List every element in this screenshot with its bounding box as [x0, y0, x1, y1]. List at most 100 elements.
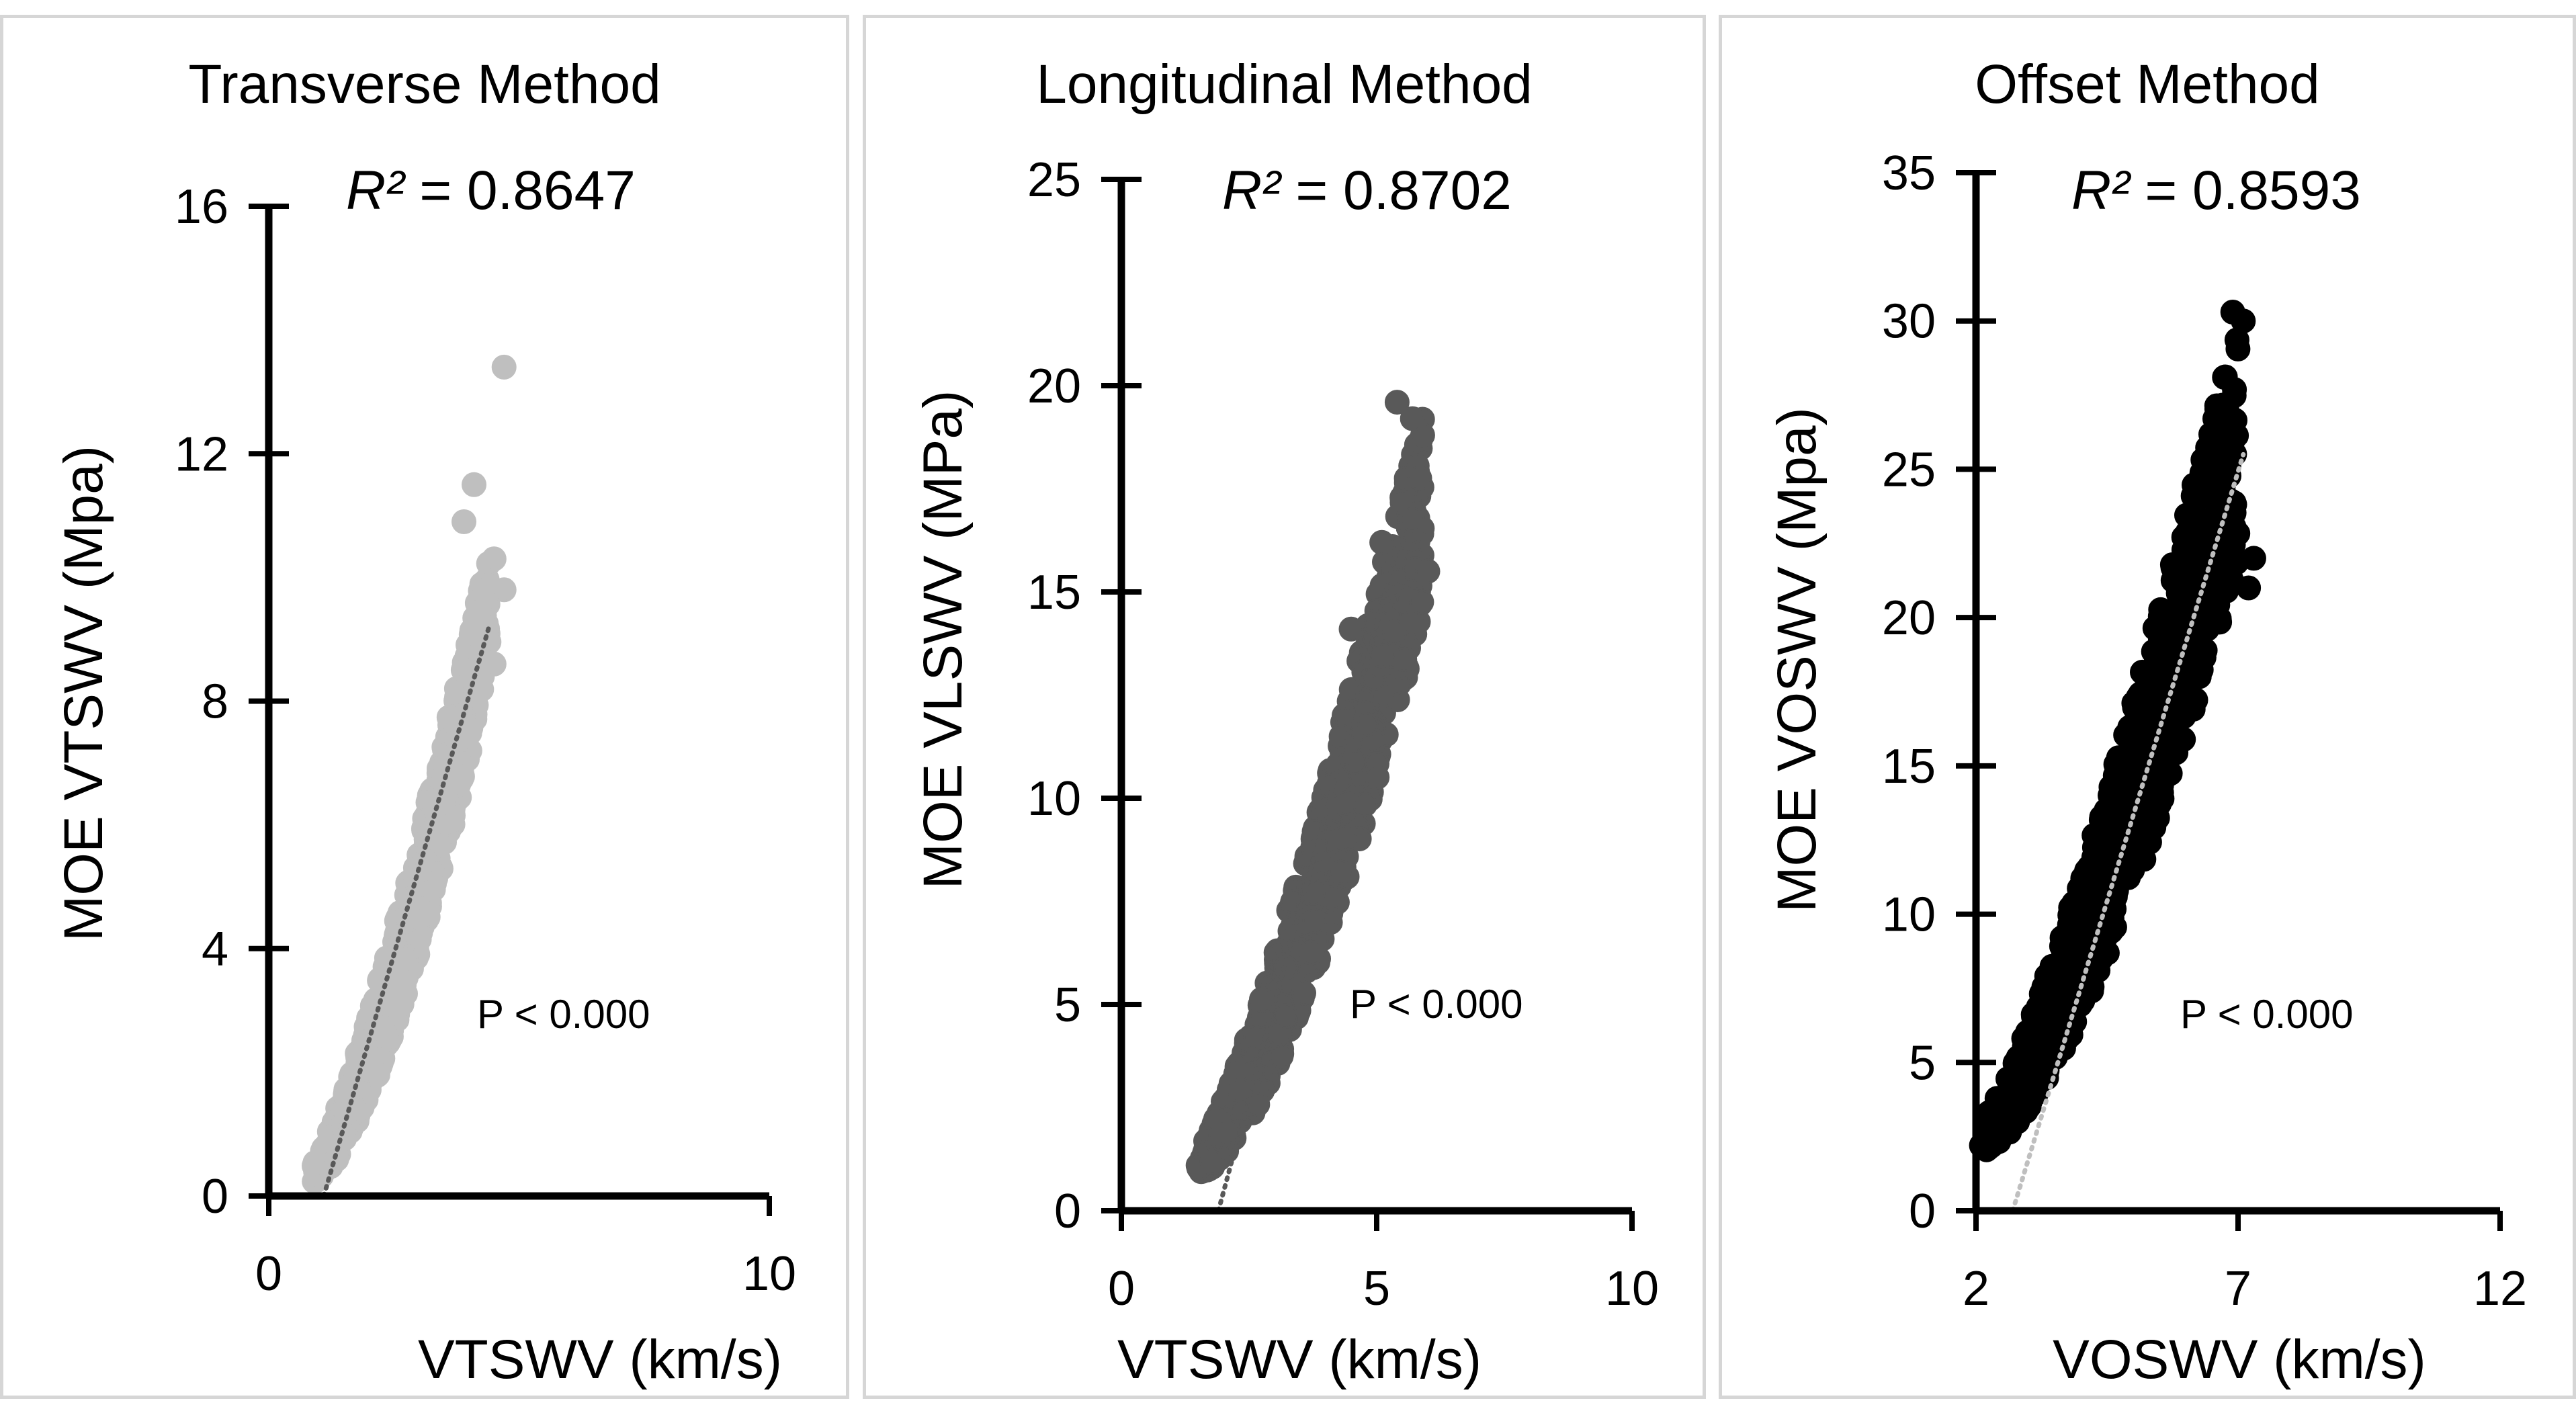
data-point [2219, 433, 2245, 458]
data-point [466, 597, 492, 623]
data-point-outlier [491, 577, 517, 603]
x-tick-label: 12 [2473, 1262, 2527, 1316]
x-tick-label: 7 [2225, 1262, 2251, 1316]
data-point [1328, 859, 1354, 885]
data-point [2174, 503, 2199, 528]
r-squared-value: = 0.8702 [1295, 160, 1512, 221]
data-point [302, 1153, 327, 1179]
data-point [2171, 552, 2196, 577]
data-point [2168, 631, 2194, 656]
y-tick-label: 20 [1027, 359, 1081, 413]
chart-panel-offset: 0 5 10 15 20 25 30 35 2 7 12 Offset Method R² = 0.… [1719, 15, 2576, 1399]
data-point [2183, 687, 2208, 713]
data-point [1199, 1150, 1225, 1175]
data-point [2200, 602, 2225, 628]
data-point [1299, 940, 1324, 966]
x-axis-label: VTSWV (km/s) [417, 1329, 783, 1390]
data-point [2211, 551, 2237, 576]
data-point [436, 705, 462, 730]
y-tick-label: 10 [1027, 772, 1081, 826]
trendline [2010, 452, 2246, 1213]
data-point [2195, 435, 2221, 460]
data-point [2171, 726, 2196, 752]
trendline [321, 624, 492, 1199]
data-point [1332, 825, 1357, 851]
r-squared-annotation: R² = 0.8702 [1222, 159, 1512, 222]
data-point [1291, 980, 1316, 1006]
data-point-outlier [481, 651, 507, 677]
y-tick-label: 4 [202, 923, 228, 976]
p-value-annotation: P < 0.000 [2180, 992, 2354, 1037]
data-point [2093, 924, 2118, 949]
data-point-outlier [481, 546, 507, 572]
y-tick-label: 0 [1054, 1185, 1081, 1238]
y-tick-label: 25 [1027, 153, 1081, 207]
data-point [1400, 507, 1425, 532]
data-point [2122, 734, 2148, 759]
y-tick-label: 25 [1882, 443, 1936, 497]
y-tick-label: 20 [1882, 591, 1936, 645]
r-squared-value: = 0.8593 [2145, 160, 2361, 221]
data-point [1365, 765, 1390, 790]
r-squared-annotation: R² = 0.8647 [346, 159, 636, 222]
y-tick-label: 15 [1882, 740, 1936, 794]
data-point [2079, 900, 2104, 925]
data-point [333, 1077, 359, 1103]
data-point-outlier [2236, 575, 2262, 601]
y-tick-label: 0 [1909, 1185, 1936, 1238]
r-squared-label: R² [346, 160, 404, 221]
x-tick-label: 10 [1605, 1262, 1659, 1316]
y-tick-label: 0 [202, 1170, 228, 1224]
data-point [1300, 880, 1326, 906]
data-point [1407, 466, 1432, 491]
plot-layer: 0 5 10 15 20 25 30 35 2 7 12 [1882, 146, 2527, 1316]
p-value-annotation: P < 0.000 [1350, 982, 1523, 1027]
data-point-outlier [1979, 1133, 2004, 1158]
data-point [2024, 1013, 2049, 1038]
data-point [2145, 805, 2170, 830]
x-tick-label: 10 [742, 1247, 796, 1301]
data-point-outlier [491, 354, 517, 380]
chart-plot-offset: 0 5 10 15 20 25 30 35 2 7 12 [1882, 146, 2527, 1316]
data-point [406, 927, 432, 952]
data-point [1245, 1092, 1271, 1117]
data-point [2225, 336, 2251, 361]
data-point-outlier [1369, 529, 1395, 555]
y-axis-label: MOE VOSWV (Mpa) [1766, 407, 1828, 912]
chart-title: Offset Method [1975, 54, 2320, 115]
data-point [2121, 851, 2147, 876]
data-point [1302, 908, 1328, 934]
y-tick-label: 15 [1027, 566, 1081, 619]
x-axis-label: VOSWV (km/s) [2053, 1329, 2426, 1390]
data-point [458, 667, 483, 693]
y-tick-label: 5 [1054, 978, 1081, 1032]
y-axis-label: MOE VLSWV (MPa) [912, 390, 974, 890]
data-point-outlier [1384, 390, 1410, 415]
data-point [2008, 1095, 2034, 1120]
chart-plot-longitudinal: 0 5 10 15 20 25 0 5 10 [1027, 153, 1659, 1316]
r-squared-annotation: R² = 0.8593 [2071, 159, 2361, 222]
data-point [2199, 478, 2225, 504]
y-axis-label: MOE VTSWV (Mpa) [53, 445, 114, 942]
chart-title: Longitudinal Method [1036, 54, 1533, 115]
y-tick-label: 12 [175, 427, 228, 481]
x-tick-label: 2 [1963, 1262, 1989, 1316]
data-point-outlier [2231, 308, 2256, 334]
data-point-outlier [1400, 406, 1425, 431]
data-point [2149, 779, 2174, 804]
data-point [2216, 454, 2241, 479]
data-point [2057, 950, 2082, 976]
data-point [1353, 792, 1378, 817]
trendline [1215, 527, 1405, 1213]
y-tick-label: 5 [1909, 1036, 1936, 1090]
data-point [1273, 1003, 1299, 1029]
data-point [2147, 604, 2173, 629]
plot-layer: 0 4 8 12 16 0 10 [175, 180, 796, 1301]
data-point [2222, 492, 2247, 517]
data-point-outlier [1338, 616, 1364, 642]
data-point [1409, 589, 1434, 615]
y-tick-label: 10 [1882, 888, 1936, 942]
data-point-outlier [1415, 558, 1441, 584]
r-squared-value: = 0.8647 [419, 160, 636, 221]
data-point [1392, 646, 1418, 672]
